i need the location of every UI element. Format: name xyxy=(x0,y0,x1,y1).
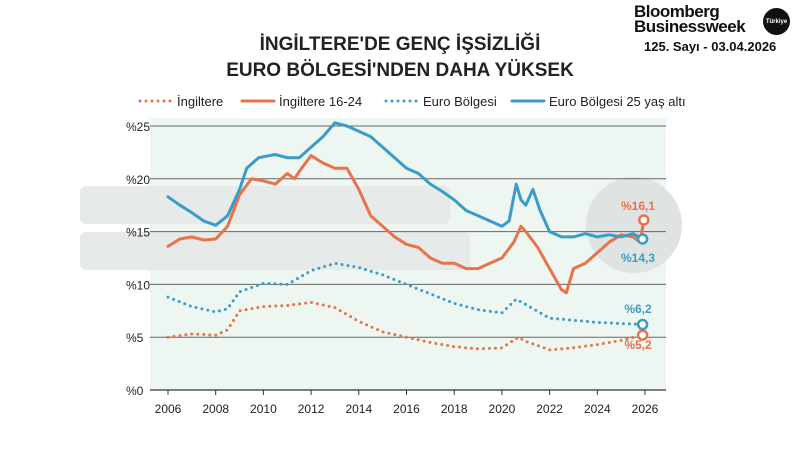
series-line-2 xyxy=(166,261,645,326)
x-tick-label: 2018 xyxy=(441,402,468,416)
x-tick-label: 2008 xyxy=(202,402,229,416)
x-tick-label: 2020 xyxy=(489,402,516,416)
y-tick-label: %25 xyxy=(126,120,150,134)
watermark-logo-line1 xyxy=(80,186,450,224)
chart-subtitle: EURO BÖLGESİ'NDEN DAHA YÜKSEK xyxy=(226,60,574,81)
x-tick-label: 2024 xyxy=(584,402,611,416)
x-tick-label: 2006 xyxy=(155,402,182,416)
brand-line2: Businessweek xyxy=(634,17,746,36)
brand-badge: Türkiye xyxy=(763,8,790,35)
y-tick-label: %15 xyxy=(126,226,150,240)
series-end-label: %14,3 xyxy=(621,251,655,265)
y-tick-label: %0 xyxy=(126,384,144,398)
series-end-marker xyxy=(636,318,649,331)
series-end-marker xyxy=(636,329,649,341)
series-line-0 xyxy=(166,300,645,352)
issue-info: 125. Sayı - 03.04.2026 xyxy=(644,39,777,54)
series-end-marker xyxy=(638,214,650,226)
y-tick-label: %5 xyxy=(126,331,144,345)
brand-line1: Bloomberg xyxy=(634,2,720,21)
series-line-1 xyxy=(166,154,646,295)
x-tick-label: 2022 xyxy=(536,402,563,416)
series-end-label: %6,2 xyxy=(624,302,652,316)
y-tick-label: %10 xyxy=(126,278,150,292)
x-tick-label: 2026 xyxy=(632,402,659,416)
y-tick-label: %20 xyxy=(126,173,150,187)
legend-label: İngiltere xyxy=(177,94,223,109)
series-line-3 xyxy=(166,121,645,241)
brand-logo: Bloomberg Businessweek xyxy=(634,2,746,36)
chart-title: İNGİLTERE'DE GENÇ İŞSİZLİĞİ xyxy=(259,34,541,55)
legend-label: Euro Bölgesi 25 yaş altı xyxy=(549,94,686,109)
x-tick-label: 2014 xyxy=(345,402,372,416)
legend-label: Euro Bölgesi xyxy=(423,94,497,109)
series-end-marker xyxy=(636,233,649,245)
legend-label: İngiltere 16-24 xyxy=(279,94,362,109)
x-tick-label: 2010 xyxy=(250,402,277,416)
series-end-label: %16,1 xyxy=(621,199,655,213)
x-tick-label: 2012 xyxy=(298,402,325,416)
series-end-label: %5,2 xyxy=(624,338,652,352)
x-tick-label: 2016 xyxy=(393,402,420,416)
watermark-badge xyxy=(586,177,682,273)
